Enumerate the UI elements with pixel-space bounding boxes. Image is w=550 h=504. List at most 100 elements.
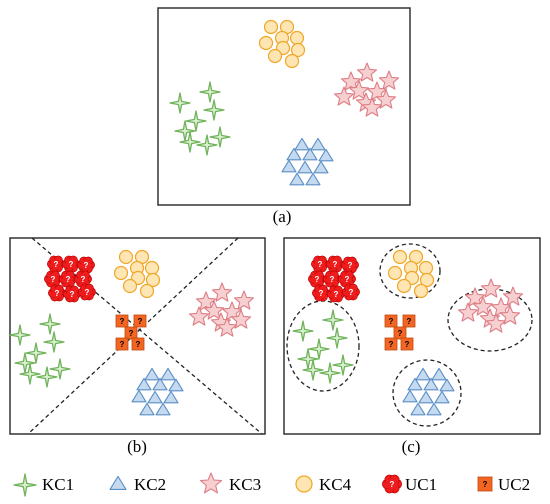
b-kc3-marker-8 [230, 309, 252, 329]
b-kc3-marker-9 [216, 317, 238, 337]
b-uc2-marker-3: ? [124, 326, 138, 340]
legend-label-kc1: KC1 [42, 475, 74, 494]
svg-text:?: ? [318, 260, 323, 269]
a-kc3-marker-6 [333, 86, 355, 106]
b-kc4-marker-1 [118, 249, 134, 265]
panel-a-frame [157, 7, 411, 206]
c-uc1-marker-9: ? [342, 283, 360, 301]
legend-label-kc2: KC2 [134, 475, 166, 494]
svg-text:?: ? [129, 329, 134, 338]
c-uc2-marker-1: ? [384, 314, 398, 328]
a-kc2-marker-1 [294, 137, 310, 151]
b-uc2-marker-1: ? [115, 314, 129, 328]
b-kc4-marker-4 [144, 260, 160, 276]
c-kc1-marker-4 [308, 338, 330, 360]
a-kc4-marker-1 [263, 19, 279, 35]
svg-text:?: ? [349, 288, 354, 297]
c-kc4-marker-9 [413, 283, 429, 299]
a-kc1-marker-8 [196, 134, 218, 156]
a-kc2-marker-7 [297, 160, 313, 174]
c-kc3-marker-1 [480, 278, 502, 298]
c-uc2-marker-2: ? [402, 314, 416, 328]
legend: ?? KC1 KC2 KC3 KC4 UC1 UC2 [13, 472, 530, 497]
c-kc1-marker-1 [322, 309, 344, 331]
a-kc1-marker-4 [185, 110, 207, 132]
svg-text:?: ? [81, 275, 86, 284]
c-uc1-marker-1: ? [311, 255, 329, 273]
a-kc1-marker-5 [174, 120, 196, 142]
svg-text:?: ? [390, 480, 395, 489]
b-kc2-marker-10 [155, 402, 171, 416]
c-uc2-marker-5: ? [400, 337, 414, 351]
b-kc3-marker-2 [195, 291, 217, 311]
svg-text:?: ? [120, 317, 125, 326]
c-kc1-marker-3 [326, 327, 348, 349]
c-kc1-marker-6 [332, 354, 354, 376]
b-kc4-marker-7 [145, 272, 161, 288]
c-uc1-marker-3: ? [341, 256, 359, 274]
c-kc1-marker-2 [292, 320, 314, 342]
b-kc1-marker-2 [9, 324, 31, 346]
svg-text:?: ? [54, 260, 59, 269]
a-kc2-marker-9 [289, 172, 305, 186]
c-uc2-marker-3: ? [393, 326, 407, 340]
svg-text:?: ? [333, 260, 338, 269]
panel-b-frame [9, 237, 266, 435]
b-uc1-marker-7: ? [48, 284, 66, 302]
svg-text:?: ? [319, 289, 324, 298]
svg-text:?: ? [389, 340, 394, 349]
b-kc1-marker-3 [43, 331, 65, 353]
a-kc3-marker-3 [378, 70, 400, 90]
svg-text:?: ? [55, 289, 60, 298]
b-uc1-marker-2: ? [62, 255, 80, 273]
svg-text:?: ? [136, 340, 141, 349]
c-kc2-marker-9 [410, 402, 426, 416]
c-kc3-marker-6 [457, 302, 479, 322]
a-kc3-marker-4 [348, 80, 370, 100]
a-kc4-marker-5 [258, 35, 274, 51]
b-kc3-marker-4 [203, 300, 225, 320]
svg-text:?: ? [70, 290, 75, 299]
svg-text:?: ? [120, 340, 125, 349]
a-kc2-marker-5 [318, 148, 334, 162]
c-kc4-marker-4 [418, 260, 434, 276]
a-kc2-marker-3 [286, 147, 302, 161]
c-kc1-marker-7 [302, 359, 324, 381]
c-kc3-marker-4 [472, 296, 494, 316]
c-kc1-marker-8 [319, 362, 341, 384]
legend-uc2-icon: ? [477, 476, 493, 492]
panel-b-caption: (b) [127, 437, 147, 456]
b-kc2-marker-1 [144, 367, 160, 381]
b-uc1-marker-1: ? [47, 255, 65, 273]
c-kc4-marker-8 [396, 278, 412, 294]
a-kc1-marker-6 [209, 126, 231, 148]
c-kc2-marker-6 [402, 389, 418, 403]
cluster-ellipse-kc1 [286, 300, 360, 392]
c-kc2-marker-7 [418, 390, 434, 404]
a-kc3-marker-8 [375, 89, 397, 109]
c-kc2-marker-10 [426, 402, 442, 416]
a-kc3-marker-1 [356, 62, 378, 82]
b-uc1-marker-5: ? [59, 270, 77, 288]
b-kc1-marker-4 [25, 342, 47, 364]
svg-text:?: ? [330, 275, 335, 284]
c-uc1-marker-5: ? [323, 270, 341, 288]
b-uc1-marker-8: ? [63, 285, 81, 303]
a-kc2-marker-2 [310, 137, 326, 151]
c-uc1-marker-4: ? [308, 270, 326, 288]
a-kc1-marker-1 [199, 81, 221, 103]
b-kc3-marker-6 [188, 306, 210, 326]
c-kc4-marker-5 [387, 265, 403, 281]
b-kc2-marker-2 [160, 367, 176, 381]
c-kc3-marker-8 [499, 305, 521, 325]
b-kc2-marker-3 [136, 377, 152, 391]
b-kc2-marker-5 [168, 378, 184, 392]
a-kc2-marker-4 [302, 147, 318, 161]
a-kc4-marker-8 [267, 48, 283, 64]
legend-label-uc2: UC2 [498, 475, 530, 494]
svg-text:?: ? [348, 261, 353, 270]
b-kc4-marker-5 [113, 265, 129, 281]
panel-c-caption: (c) [402, 437, 421, 456]
c-kc2-marker-1 [415, 367, 431, 381]
